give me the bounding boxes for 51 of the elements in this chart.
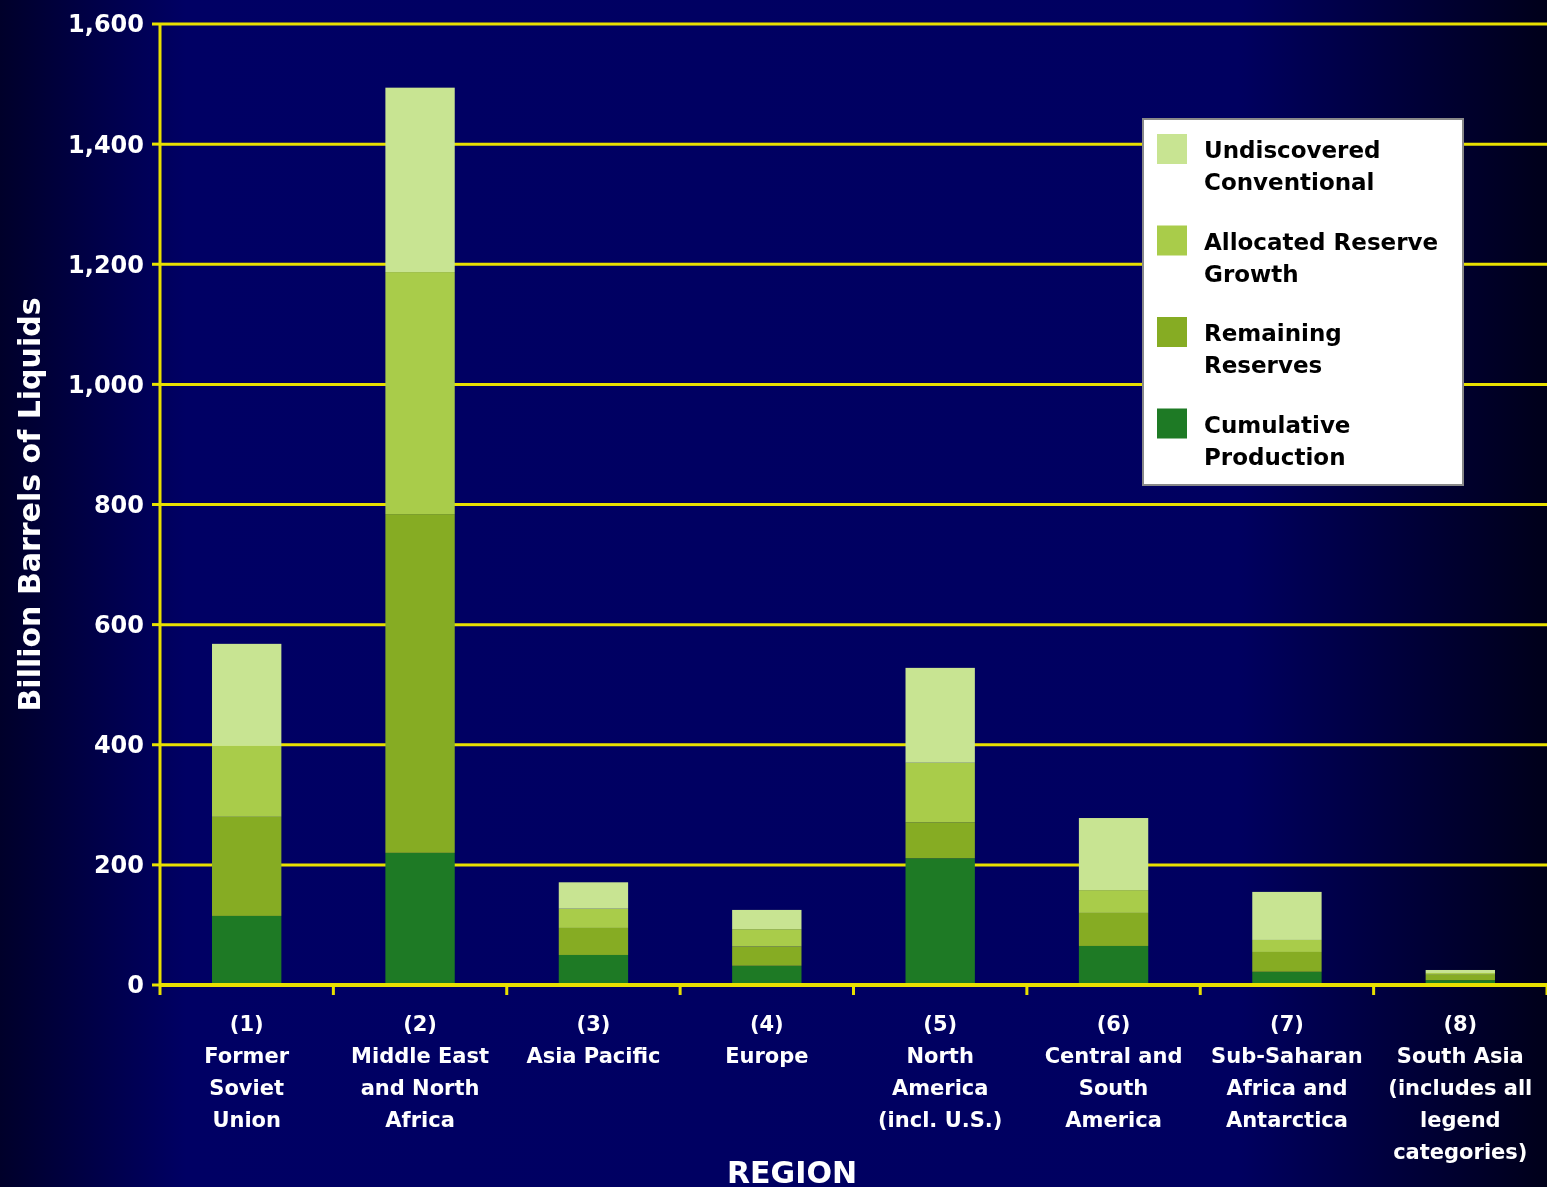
bar <box>1425 969 1495 973</box>
x-tick-label: (1) Former Soviet Union <box>204 1012 290 1132</box>
bar <box>558 882 629 909</box>
bar <box>212 643 282 746</box>
bar <box>732 909 802 930</box>
bar <box>1252 891 1322 940</box>
bar <box>732 929 802 947</box>
bar <box>558 927 629 955</box>
x-axis-title: REGION <box>727 1155 857 1187</box>
y-axis-title: Billion Barrels of Liquids <box>12 297 47 712</box>
y-tick-label: 1,600 <box>68 10 144 39</box>
legend-label: Undiscovered Conventional <box>1204 137 1381 195</box>
bar <box>212 816 282 916</box>
y-tick-label: 400 <box>93 731 144 760</box>
bar <box>905 762 975 823</box>
bar <box>1078 945 1149 985</box>
y-tick-label: 1,400 <box>68 130 144 159</box>
x-tick-label: (3) Asia Pacific <box>526 1012 661 1068</box>
legend-label: Remaining Reserves <box>1204 320 1342 378</box>
y-tick-label: 600 <box>93 611 144 640</box>
bar <box>212 745 282 817</box>
bar <box>1078 912 1149 946</box>
bar <box>1078 818 1149 891</box>
legend-label: Cumulative Production <box>1204 411 1351 470</box>
bar <box>212 915 282 985</box>
y-tick-label: 1,000 <box>68 370 144 399</box>
x-tick-label: (5) North America (incl. U.S.) <box>877 1012 1003 1132</box>
bar <box>385 87 455 273</box>
x-tick-label: (7) Sub-Saharan Africa and Antarctica <box>1211 1012 1363 1132</box>
y-tick-label: 200 <box>93 851 144 880</box>
bar <box>558 954 629 985</box>
y-tick-label: 1,200 <box>68 250 144 279</box>
bar <box>1078 890 1149 913</box>
bar <box>905 667 975 763</box>
bar <box>732 946 802 966</box>
x-tick-label: (6) Central and South America <box>1044 1012 1183 1132</box>
bar <box>558 908 629 928</box>
y-tick-label: 0 <box>127 971 144 1000</box>
bar <box>385 514 455 853</box>
x-tick-label: (4) Europe <box>725 1012 809 1068</box>
bar <box>1425 974 1495 981</box>
bar <box>385 852 455 985</box>
bar <box>1252 951 1322 972</box>
x-tick-label: (2) Middle East and North Africa <box>351 1012 490 1132</box>
bar <box>905 858 975 985</box>
x-tick-label: (8) South Asia (includes all legend categories) <box>1388 1012 1533 1164</box>
y-tick-label: 800 <box>93 490 144 519</box>
bar <box>905 822 975 859</box>
legend-label: Allocated Reserve Growth <box>1204 228 1439 287</box>
bar <box>385 272 455 515</box>
bar <box>1252 939 1322 952</box>
